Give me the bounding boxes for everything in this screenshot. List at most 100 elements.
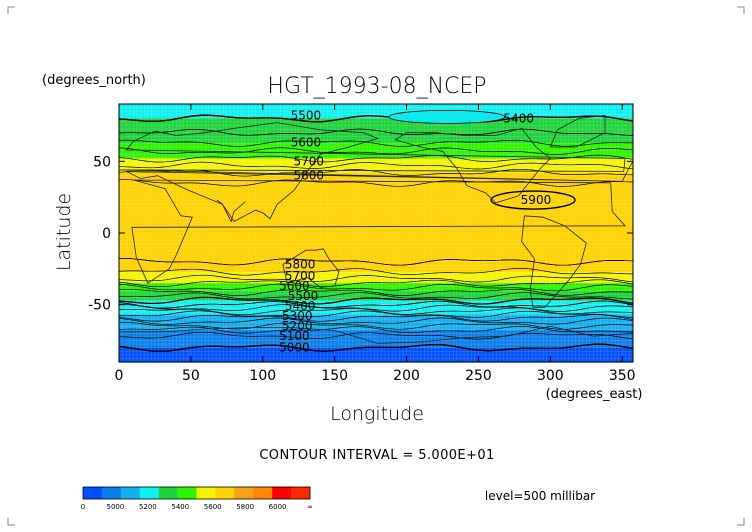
hgt-band: [119, 190, 633, 193]
contour-line: [118, 257, 633, 266]
hgt-band: [119, 258, 633, 261]
coastline: [216, 199, 246, 223]
hgt-band: [119, 108, 633, 111]
contour-label: 5800: [294, 169, 325, 183]
hgt-band: [119, 109, 633, 112]
hgt-band: [119, 354, 633, 357]
hgt-band: [119, 111, 633, 114]
colorbar-label: 5200: [139, 503, 157, 511]
colorbar: 0 5000 5200 5400 5600 5800 6000 ∞: [81, 486, 313, 511]
contour-line: [118, 317, 634, 325]
contour-label: 5600: [291, 136, 322, 150]
contour-line: [118, 154, 634, 163]
hgt-band: [119, 131, 633, 134]
hgt-band: [119, 244, 633, 247]
y-tick-label: 0: [102, 226, 111, 242]
hgt-band: [119, 185, 633, 188]
hgt-band: [119, 227, 633, 230]
hgt-band: [119, 197, 633, 200]
hgt-band: [119, 182, 633, 185]
contour-line: [118, 292, 634, 300]
hgt-band: [119, 306, 633, 309]
hgt-band: [119, 147, 633, 150]
colorbar-swatch: [177, 487, 197, 499]
contour-line: [119, 310, 634, 319]
y-tick-label: -50: [88, 298, 111, 314]
hgt-band: [119, 222, 633, 225]
hgt-band: [119, 159, 633, 162]
hgt-band: [119, 165, 633, 168]
coastline: [549, 115, 606, 148]
hgt-band: [119, 178, 633, 181]
contour-line: [118, 296, 634, 305]
hgt-band: [119, 263, 633, 266]
hgt-band: [119, 162, 633, 165]
hgt-band: [119, 230, 633, 233]
x-tick-label: 300: [537, 368, 564, 384]
hgt-band: [119, 145, 633, 148]
hgt-band: [119, 298, 633, 301]
contour-label: 5500: [288, 289, 319, 303]
hgt-band: [119, 174, 633, 177]
y-tick-label: 50: [93, 154, 111, 170]
contour-label: 5400: [285, 299, 316, 313]
colorbar-label: 5600: [204, 503, 222, 511]
colorbar-label: 5400: [171, 503, 189, 511]
contour-line: [118, 161, 634, 170]
contour-line: [118, 307, 633, 316]
hgt-band: [119, 194, 633, 197]
x-tick-label: 100: [249, 368, 276, 384]
hgt-band: [119, 207, 633, 210]
hgt-band: [119, 324, 633, 327]
contour-line: [118, 343, 634, 352]
colorbar-swatch: [253, 487, 273, 499]
contour-label: 5800: [285, 258, 316, 272]
contour-label: 5700: [294, 154, 325, 168]
hgt-band: [119, 154, 633, 157]
colorbar-swatch: [291, 487, 311, 499]
coastline: [521, 215, 587, 308]
hgt-band: [119, 172, 633, 175]
contour-line: [118, 179, 634, 187]
hgt-band: [119, 307, 633, 310]
hgt-band: [119, 294, 633, 297]
hgt-band: [119, 204, 633, 207]
hgt-band: [119, 233, 633, 236]
hgt-band: [119, 317, 633, 320]
hgt-band: [119, 215, 633, 218]
hgt-band: [119, 290, 633, 293]
contour-line: [118, 326, 634, 334]
x-units-label: (degrees_east): [546, 387, 643, 402]
arctic-low-patch: [388, 110, 506, 124]
hgt-band: [119, 339, 633, 342]
plot-area: 5500 540056005700580059005800570056005500…: [88, 103, 636, 384]
hgt-band: [119, 260, 633, 263]
hgt-band: [119, 270, 633, 273]
hgt-band: [119, 313, 633, 316]
coastline: [118, 122, 626, 223]
hgt-band: [119, 351, 633, 354]
colorbar-label: 5000: [107, 503, 125, 511]
hgt-band: [119, 247, 633, 250]
x-tick-label: 200: [393, 368, 420, 384]
colorbar-swatch: [272, 487, 292, 499]
hgt-band: [119, 184, 633, 187]
hgt-band: [119, 228, 633, 231]
hgt-band: [119, 334, 633, 337]
hgt-band: [119, 201, 633, 204]
coastline: [282, 248, 340, 288]
coastline: [131, 179, 626, 284]
hgt-band: [119, 179, 633, 182]
x-tick-label: 250: [465, 368, 492, 384]
hgt-band: [119, 126, 633, 129]
x-tick-label: 0: [115, 368, 124, 384]
hgt-band: [119, 238, 633, 241]
hgt-band: [119, 245, 633, 248]
colorbar-label: ∞: [307, 503, 313, 511]
hgt-band: [119, 320, 633, 323]
hgt-band: [119, 240, 633, 243]
contour-line: [118, 128, 634, 136]
coastline: [621, 161, 634, 182]
colorbar-swatch: [196, 487, 216, 499]
hgt-band: [119, 337, 633, 340]
